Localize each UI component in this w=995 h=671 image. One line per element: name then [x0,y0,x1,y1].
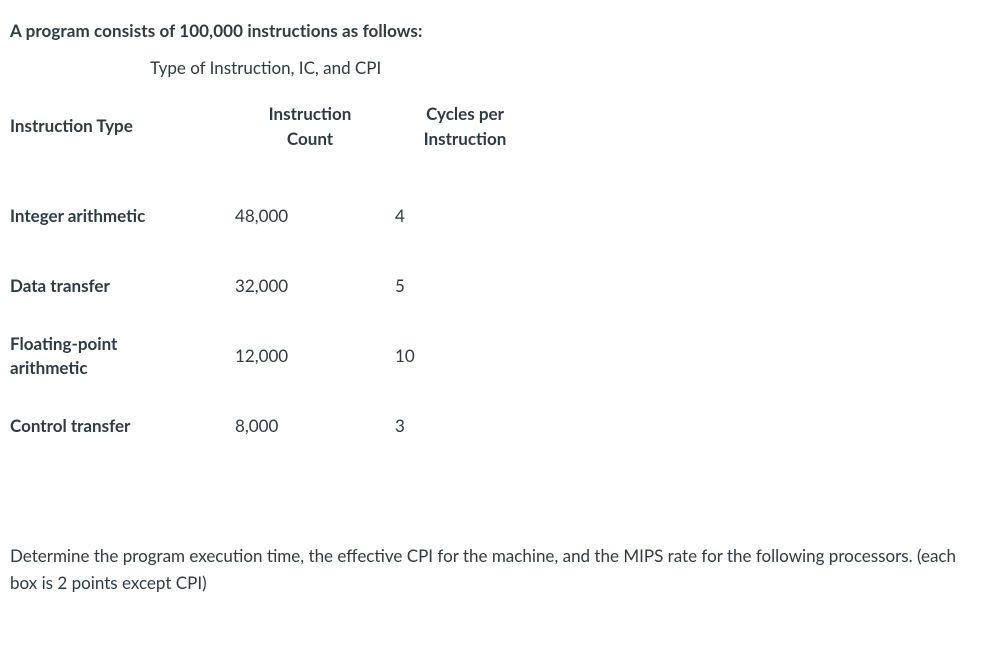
cell-ic: 48,000 [235,181,395,251]
table-row: Integer arithmetic 48,000 4 [10,181,545,251]
cell-type: Integer arithmetic [10,181,235,251]
col-header-ic: Instruction Count [235,102,395,181]
question-text: Determine the program execution time, th… [10,543,985,596]
col-header-cpi-line1: Cycles per [426,103,504,124]
table-header-row: Instruction Type Instruction Count Cycle… [10,102,545,181]
cell-type: Data transfer [10,251,235,321]
col-header-ic-line1: Instruction [269,103,352,124]
table-row: Data transfer 32,000 5 [10,251,545,321]
cell-ic: 8,000 [235,391,395,461]
table-row: Control transfer 8,000 3 [10,391,545,461]
cell-cpi: 5 [395,251,545,321]
col-header-type: Instruction Type [10,102,235,181]
instruction-table: Instruction Type Instruction Count Cycle… [10,102,545,461]
cell-type: Control transfer [10,391,235,461]
cell-type-line2: arithmetic [10,357,88,378]
cell-ic: 12,000 [235,321,395,391]
problem-title: A program consists of 100,000 instructio… [10,20,985,43]
cell-cpi: 3 [395,391,545,461]
col-header-cpi: Cycles per Instruction [395,102,545,181]
col-header-ic-line2: Count [287,128,333,149]
table-row: Floating-point arithmetic 12,000 10 [10,321,545,391]
col-header-cpi-line2: Instruction [424,128,507,149]
cell-cpi: 10 [395,321,545,391]
cell-type-line1: Floating-point [10,333,117,354]
page: A program consists of 100,000 instructio… [0,0,995,606]
cell-cpi: 4 [395,181,545,251]
cell-type: Floating-point arithmetic [10,321,235,391]
cell-ic: 32,000 [235,251,395,321]
table-caption: Type of Instruction, IC, and CPI [150,57,985,80]
